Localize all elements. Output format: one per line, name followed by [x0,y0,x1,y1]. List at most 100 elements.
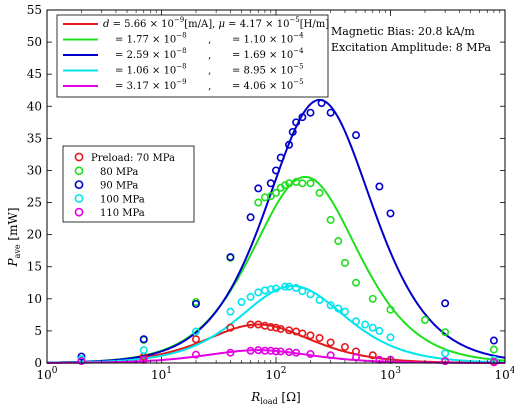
x-axis-title: Rload [Ω] [250,390,300,406]
data-point-series-4 [306,290,315,299]
data-point-series-2 [352,278,361,287]
y-tick-label: 30 [27,163,42,177]
data-point-series-1 [246,320,255,329]
data-point-series-4 [292,283,301,292]
fit-legend: d = 5.66 × 10−9[m/A], μ = 4.17 × 10−5[H/… [56,14,329,98]
data-point-series-2 [326,215,335,224]
data-point-series-3 [292,118,301,127]
data-point-series-5 [226,348,235,357]
data-point-series-4 [226,307,235,316]
data-point-series-1 [266,323,275,332]
data-point-series-4 [441,349,450,358]
data-point-series-2 [334,237,343,246]
annotation-excitation: Excitation Amplitude: 8 MPa [331,41,491,54]
fit-curve-3 [46,98,506,364]
y-tick-label: 35 [27,131,42,145]
x-tick-label: 100 [36,366,57,382]
data-point-series-3 [306,108,315,117]
x-tick-label: 102 [265,366,286,382]
data-point-series-5 [326,351,335,360]
data-legend-label: 110 MPa [100,208,145,219]
data-point-series-2 [441,328,450,337]
data-point-series-4 [246,292,255,301]
data-point-series-4 [266,285,275,294]
fit-legend-entry: = 3.17 × 10−9 , = 4.06 × 10−5 [115,78,304,92]
data-point-series-3 [288,127,297,136]
data-point-series-4 [334,304,343,313]
data-point-series-5 [292,348,301,357]
data-point-series-1 [306,331,315,340]
data-point-series-2 [254,198,263,207]
data-point-series-5 [276,347,285,356]
data-point-series-2 [489,345,498,354]
y-axis-title: Pave [mW] [6,207,22,267]
data-point-series-3 [441,299,450,308]
data-point-series-4 [139,346,148,355]
data-point-series-2 [285,179,294,188]
data-legend: Preload: 70 MPa 80 MPa 90 MPa 100 MPa 110 MP… [62,145,195,223]
fit-legend-entry: = 1.06 × 10−8 , = 8.95 × 10−5 [115,63,304,77]
data-point-series-1 [315,333,324,342]
data-point-series-1 [191,335,200,344]
data-point-series-2 [306,179,315,188]
data-legend-marker [74,193,84,203]
data-point-series-3 [226,253,235,262]
x-tick-label: 104 [494,366,514,382]
data-legend-label: 100 MPa [100,194,145,205]
data-point-series-5 [246,346,255,355]
data-point-series-3 [375,182,384,191]
data-legend-label: 80 MPa [100,167,138,178]
data-point-series-3 [386,209,395,218]
data-point-series-5 [271,347,280,356]
data-point-series-5 [266,346,275,355]
y-tick-label: 45 [27,67,42,81]
data-point-series-5 [441,357,450,366]
data-point-series-2 [281,181,290,190]
data-point-series-3 [271,166,280,175]
data-legend-marker [74,152,84,162]
data-legend-label: Preload: 70 MPa [91,153,175,164]
data-point-series-2 [368,294,377,303]
data-point-series-1 [285,326,294,335]
data-point-series-3 [276,153,285,162]
data-point-series-4 [352,317,361,326]
data-point-series-3 [298,113,307,122]
y-tick-label: 5 [34,324,42,338]
y-tick-label: 55 [27,3,42,17]
data-point-series-2 [340,258,349,267]
data-point-series-5 [77,357,86,366]
data-point-series-3 [326,108,335,117]
data-point-series-4 [285,282,294,291]
data-point-series-3 [77,352,86,361]
data-point-series-3 [139,335,148,344]
data-point-series-3 [266,179,275,188]
data-point-series-4 [315,296,324,305]
y-tick-label: 25 [27,196,42,210]
data-legend-marker [74,166,84,176]
data-point-series-5 [489,358,498,367]
fit-curve-4 [46,284,506,364]
data-point-series-1 [326,338,335,347]
data-point-series-3 [246,213,255,222]
data-point-series-4 [368,323,377,332]
data-point-series-1 [340,342,349,351]
data-legend-marker [74,180,84,189]
data-point-series-2 [298,179,307,188]
data-point-series-2 [386,305,395,314]
data-point-series-4 [386,333,395,342]
fit-curves [46,98,506,364]
data-point-series-5 [306,350,315,359]
data-point-series-3 [254,184,263,193]
y-tick-label: 15 [27,260,42,274]
data-legend-marker [74,207,84,217]
data-point-series-1 [276,324,285,333]
data-point-series-3 [317,99,326,108]
fit-legend-entry: = 2.59 × 10−8 , = 1.69 × 10−4 [115,47,304,61]
y-tick-label: 0 [34,356,42,370]
y-tick-label: 40 [27,99,42,113]
data-point-series-3 [285,140,294,149]
data-point-series-2 [271,188,280,197]
data-point-series-1 [226,323,235,332]
y-tick-label: 20 [27,228,42,242]
